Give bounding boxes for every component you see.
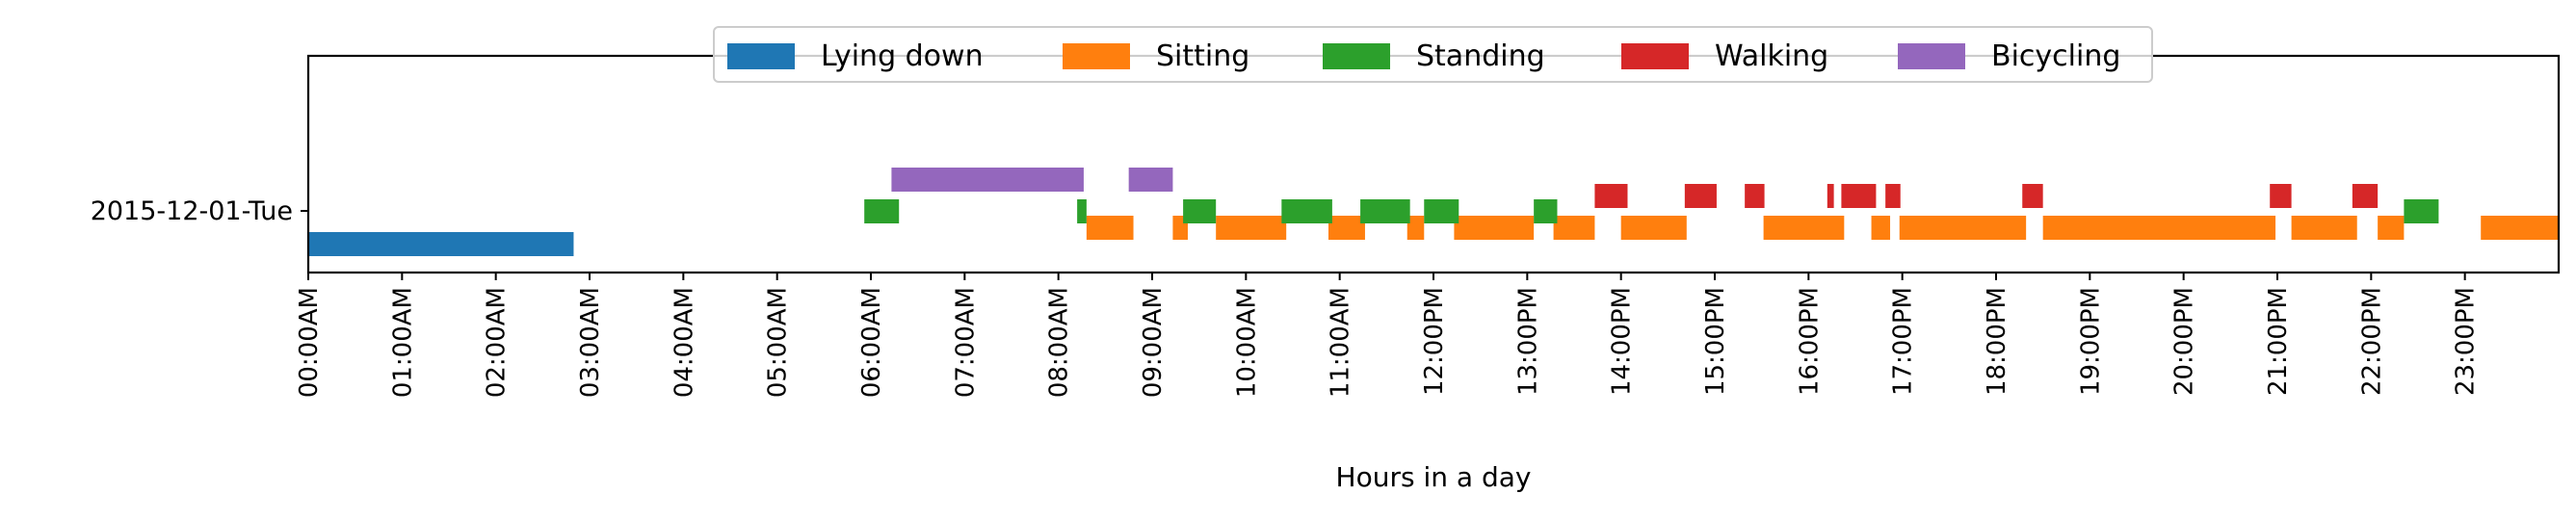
bar-standing — [2404, 199, 2439, 223]
x-tick-label: 17:00PM — [1889, 287, 1918, 396]
plot-frame — [306, 54, 2561, 274]
x-tick-label: 07:00AM — [951, 287, 980, 398]
bar-walking — [1684, 184, 1717, 208]
x-tick-label: 03:00AM — [576, 287, 605, 398]
bar-walking — [1841, 184, 1877, 208]
x-tick-label: 04:00AM — [670, 287, 698, 398]
x-tick-label: 02:00AM — [483, 287, 512, 398]
bar-sitting — [1620, 216, 1687, 240]
bar-walking — [2022, 184, 2043, 208]
y-axis: 2015-12-01-Tue — [91, 196, 308, 226]
bar-standing — [1360, 199, 1410, 223]
bar-walking — [1827, 184, 1834, 208]
bar-sitting — [1763, 216, 1845, 240]
bar-sitting — [1454, 216, 1535, 240]
x-tick-label: 08:00AM — [1045, 287, 1074, 398]
legend-label-standing: Standing — [1416, 39, 1545, 73]
x-tick-label: 16:00PM — [1795, 287, 1824, 396]
x-tick-label: 15:00PM — [1701, 287, 1730, 396]
x-tick-label: 06:00AM — [857, 287, 886, 398]
legend-label-sitting: Sitting — [1156, 39, 1249, 73]
bar-standing — [864, 199, 900, 223]
legend-label-lying-down: Lying down — [821, 39, 984, 73]
x-tick-label: 18:00PM — [1983, 287, 2011, 396]
x-tick-label: 11:00AM — [1327, 287, 1355, 398]
x-tick-label: 00:00AM — [295, 287, 324, 398]
x-tick-label: 12:00PM — [1420, 287, 1449, 396]
bar-sitting — [1086, 216, 1134, 240]
bar-sitting — [1406, 216, 1425, 240]
x-tick-label: 01:00AM — [388, 287, 417, 398]
bar-walking — [2352, 184, 2379, 208]
bar-walking — [2270, 184, 2292, 208]
x-tick-label: 20:00PM — [2170, 287, 2199, 396]
x-tick-label: 09:00AM — [1139, 287, 1168, 398]
x-axis: 00:00AM 01:00AM 02:00AM 03:00AM 04:00AM 05:00… — [295, 273, 2481, 398]
bar-sitting — [2291, 216, 2357, 240]
activity-bars — [308, 168, 2559, 256]
bar-standing — [1077, 199, 1087, 223]
bar-sitting — [1327, 216, 1365, 240]
legend-swatch-sitting — [1063, 43, 1130, 69]
legend-swatch-lying-down — [727, 43, 795, 69]
bar-standing — [1281, 199, 1332, 223]
bar-sitting — [1871, 216, 1891, 240]
bar-walking — [1885, 184, 1901, 208]
x-tick-label: 10:00AM — [1232, 287, 1261, 398]
legend-swatch-bicycling — [1898, 43, 1965, 69]
bar-sitting — [1899, 216, 2027, 240]
bar-sitting — [2481, 216, 2559, 240]
bar-bicycling — [1128, 168, 1173, 192]
bar-sitting — [1553, 216, 1595, 240]
legend: Lying down Sitting Standing Walking Bicyclin… — [713, 26, 2153, 83]
bar-sitting — [2042, 216, 2276, 240]
legend-swatch-walking — [1621, 43, 1689, 69]
bar-standing — [1534, 199, 1558, 223]
bar-bicycling — [891, 168, 1084, 192]
legend-label-walking: Walking — [1715, 39, 1828, 73]
x-tick-label: 19:00PM — [2076, 287, 2105, 396]
bar-lying-down — [308, 232, 574, 256]
x-tick-label: 13:00PM — [1513, 287, 1542, 396]
x-tick-label: 05:00AM — [764, 287, 793, 398]
legend-label-bicycling: Bicycling — [1991, 39, 2120, 73]
bar-sitting — [1216, 216, 1287, 240]
x-tick-label: 21:00PM — [2264, 287, 2293, 396]
bar-sitting — [2378, 216, 2405, 240]
x-tick-label: 14:00PM — [1608, 287, 1637, 396]
x-axis-label: Hours in a day — [1336, 461, 1532, 493]
bar-standing — [1183, 199, 1217, 223]
bar-walking — [1594, 184, 1628, 208]
y-tick-label: 2015-12-01-Tue — [91, 196, 293, 226]
x-tick-label: 23:00PM — [2452, 287, 2481, 396]
bar-standing — [1424, 199, 1459, 223]
legend-swatch-standing — [1323, 43, 1390, 69]
bar-walking — [1745, 184, 1765, 208]
x-tick-label: 22:00PM — [2357, 287, 2386, 396]
